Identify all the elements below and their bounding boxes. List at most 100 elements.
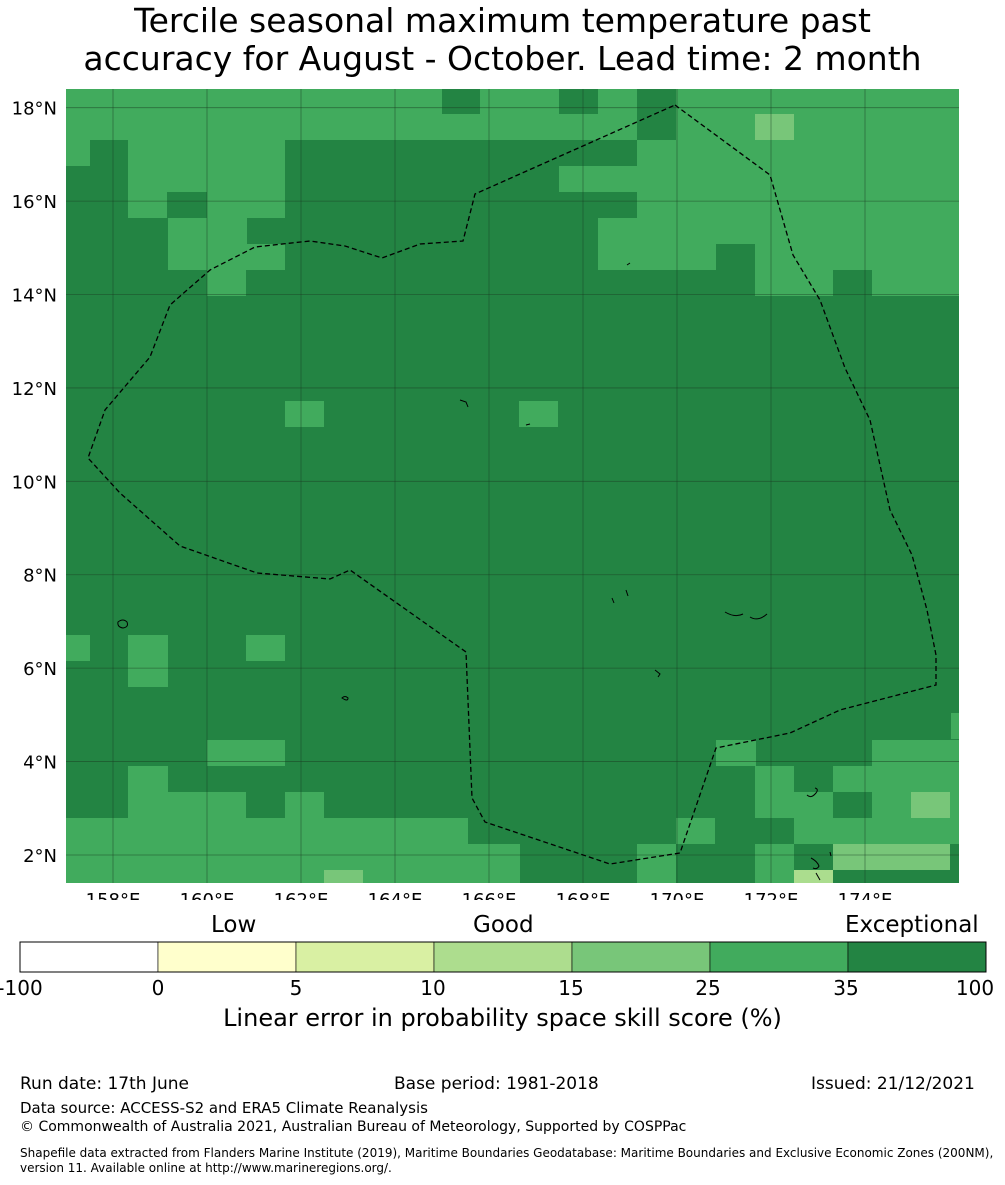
longitude-label: 162°E xyxy=(274,890,329,900)
longitude-labels: 158°E 160°E 162°E 164°E 166°E 168°E 170°E 172°E… xyxy=(86,890,893,900)
skill-cell xyxy=(872,740,959,766)
skill-cell xyxy=(402,114,519,140)
latitude-label: 8°N xyxy=(23,566,57,587)
latitude-label: 18°N xyxy=(12,99,57,120)
skill-cell xyxy=(872,766,959,792)
skill-cell xyxy=(90,140,128,166)
skill-cell xyxy=(246,792,285,818)
skill-cell xyxy=(755,844,794,883)
skill-cell xyxy=(128,766,168,792)
colorbar-segment xyxy=(433,941,573,973)
colorbar-tick: 25 xyxy=(695,976,721,1000)
longitude-label: 170°E xyxy=(650,890,705,900)
skill-cell xyxy=(755,270,833,296)
skill-cell xyxy=(128,140,285,166)
skill-cell xyxy=(676,89,959,140)
skill-cell xyxy=(168,244,285,270)
skill-cell xyxy=(598,218,959,244)
skill-cell xyxy=(637,192,959,218)
skill-cell xyxy=(637,89,676,114)
skill-cell xyxy=(598,89,637,140)
skill-cell xyxy=(324,870,363,883)
colorbar-tick: 100 xyxy=(955,976,995,1000)
skill-cell xyxy=(128,192,167,218)
colorbar-tick: 5 xyxy=(289,976,303,1000)
skill-cell xyxy=(519,114,558,140)
shapefile-credit-line-1: Shapefile data extracted from Flanders M… xyxy=(20,1146,994,1160)
latitude-label: 2°N xyxy=(23,846,57,867)
skill-cell xyxy=(833,766,872,792)
colorbar-segment xyxy=(571,941,711,973)
colorbar-tick: 0 xyxy=(151,976,165,1000)
skill-cell xyxy=(951,713,959,739)
skill-cell xyxy=(442,89,480,114)
skill-cell xyxy=(755,244,959,270)
skill-cell xyxy=(559,166,959,192)
colorbar-tick: 15 xyxy=(558,976,584,1000)
longitude-label: 168°E xyxy=(556,890,611,900)
skill-cell xyxy=(168,218,247,244)
colorbar-segment xyxy=(847,941,987,973)
skill-cell xyxy=(559,89,598,114)
colorbar-segment xyxy=(19,941,159,973)
skill-grid xyxy=(66,89,959,883)
islands xyxy=(117,262,832,881)
colorbar-word-good: Good xyxy=(473,912,534,938)
skill-cell xyxy=(637,844,676,883)
shapefile-credit-line-2: version 11. Available online at http://w… xyxy=(20,1161,392,1175)
colorbar-label: Linear error in probability space skill … xyxy=(223,1004,782,1032)
colorbar-segment xyxy=(709,941,849,973)
colorbar-tick: 10 xyxy=(420,976,446,1000)
skill-cell xyxy=(66,844,520,883)
skill-cell xyxy=(66,89,442,140)
skill-cell xyxy=(66,635,90,661)
skill-cell xyxy=(872,270,959,296)
latitude-label: 4°N xyxy=(23,753,57,774)
skill-cell xyxy=(519,401,558,427)
colorbar-segment xyxy=(295,941,435,973)
skill-cell xyxy=(207,740,285,766)
skill-cell xyxy=(755,766,794,792)
colorbar xyxy=(19,941,987,973)
skill-cell xyxy=(598,140,637,166)
map-title-line-2: accuracy for August - October. Lead time… xyxy=(83,39,922,78)
skill-cell xyxy=(246,635,285,661)
run-date: Run date: 17th June xyxy=(20,1074,189,1094)
skill-cell xyxy=(794,870,833,883)
skill-cell xyxy=(207,192,285,218)
longitude-label: 164°E xyxy=(368,890,423,900)
skill-cell xyxy=(598,244,716,270)
skill-cell xyxy=(755,792,794,818)
skill-cell xyxy=(128,792,246,818)
longitude-label: 172°E xyxy=(744,890,799,900)
skill-cell xyxy=(285,401,324,427)
skill-cell xyxy=(833,270,872,296)
data-source: Data source: ACCESS-S2 and ERA5 Climate … xyxy=(20,1099,428,1117)
skill-cell xyxy=(128,166,285,192)
eez-boundary xyxy=(87,104,937,865)
skill-cell xyxy=(285,792,324,818)
skill-map: 18°N 16°N 14°N 12°N 10°N 8°N 6°N 4°N 2°N 158°E 16… xyxy=(12,89,959,900)
latitude-label: 6°N xyxy=(23,659,57,680)
latitude-label: 14°N xyxy=(12,286,57,307)
skill-cell xyxy=(207,270,246,296)
skill-cell xyxy=(559,114,598,140)
longitude-label: 160°E xyxy=(180,890,235,900)
longitude-label: 174°E xyxy=(838,890,893,900)
skill-cell xyxy=(833,792,872,818)
copyright: © Commonwealth of Australia 2021, Austra… xyxy=(20,1119,687,1135)
colorbar-outline xyxy=(19,941,987,973)
skill-cell xyxy=(794,792,833,818)
latitude-labels: 18°N 16°N 14°N 12°N 10°N 8°N 6°N 4°N 2°N xyxy=(12,99,57,867)
graticule xyxy=(66,89,959,883)
skill-cell xyxy=(637,140,959,166)
latitude-label: 10°N xyxy=(12,472,57,493)
latitude-label: 16°N xyxy=(12,192,57,213)
skill-cell xyxy=(168,192,207,218)
skill-cell xyxy=(833,844,950,870)
longitude-label: 166°E xyxy=(462,890,517,900)
skill-cell xyxy=(128,635,168,687)
base-period: Base period: 1981-2018 xyxy=(394,1074,599,1094)
colorbar-word-exceptional: Exceptional xyxy=(845,912,979,938)
skill-cell xyxy=(66,140,90,166)
